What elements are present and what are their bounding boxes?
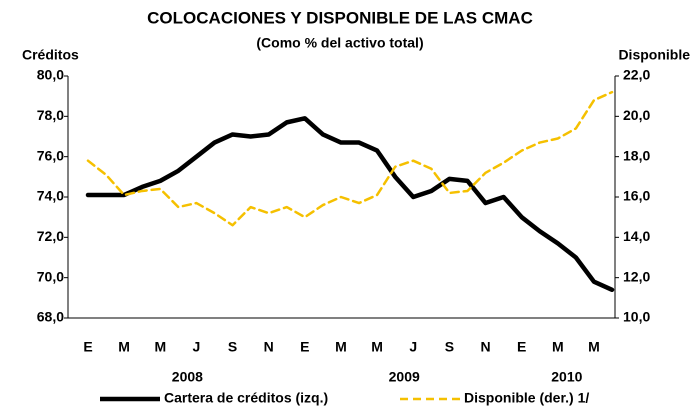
series-line <box>86 90 614 227</box>
y2-tick-label: 22,0 <box>623 67 650 83</box>
x-tick-label: N <box>480 339 490 355</box>
y2-axis-title: Disponible <box>618 47 690 63</box>
y-tick-label: 68,0 <box>37 309 64 325</box>
y-tick-label: 76,0 <box>37 147 64 163</box>
chart-subtitle: (Como % del activo total) <box>256 35 423 51</box>
chart-title: COLOCACIONES Y DISPONIBLE DE LAS CMAC <box>147 8 533 27</box>
x-tick-label: M <box>371 339 383 355</box>
x-tick-label: E <box>300 339 309 355</box>
x-tick-label: N <box>264 339 274 355</box>
y2-tick-label: 12,0 <box>623 268 650 284</box>
y-axis-title: Créditos <box>22 47 79 63</box>
x-tick-label: M <box>335 339 347 355</box>
x-tick-label: M <box>552 339 564 355</box>
y-tick-label: 70,0 <box>37 268 64 284</box>
x-tick-label: S <box>228 339 237 355</box>
y-tick-label: 80,0 <box>37 67 64 83</box>
x-tick-label: E <box>83 339 92 355</box>
y2-tick-label: 18,0 <box>623 147 650 163</box>
y2-tick-label: 16,0 <box>623 188 650 204</box>
x-tick-label: E <box>517 339 526 355</box>
x-group-label: 2009 <box>389 369 420 385</box>
y-tick-label: 74,0 <box>37 188 64 204</box>
x-tick-label: S <box>445 339 454 355</box>
x-tick-label: M <box>588 339 600 355</box>
x-tick-label: J <box>409 339 417 355</box>
legend-label: Disponible (der.) 1/ <box>464 390 589 406</box>
y2-tick-label: 14,0 <box>623 228 650 244</box>
y2-tick-label: 20,0 <box>623 107 650 123</box>
x-tick-label: J <box>193 339 201 355</box>
x-group-label: 2010 <box>551 369 582 385</box>
y2-tick-label: 10,0 <box>623 309 650 325</box>
y-tick-label: 72,0 <box>37 228 64 244</box>
x-tick-label: M <box>154 339 166 355</box>
x-group-label: 2008 <box>172 369 203 385</box>
legend-label: Cartera de créditos (izq.) <box>164 390 328 406</box>
series-line <box>85 116 615 293</box>
x-tick-label: M <box>118 339 130 355</box>
y-tick-label: 78,0 <box>37 107 64 123</box>
